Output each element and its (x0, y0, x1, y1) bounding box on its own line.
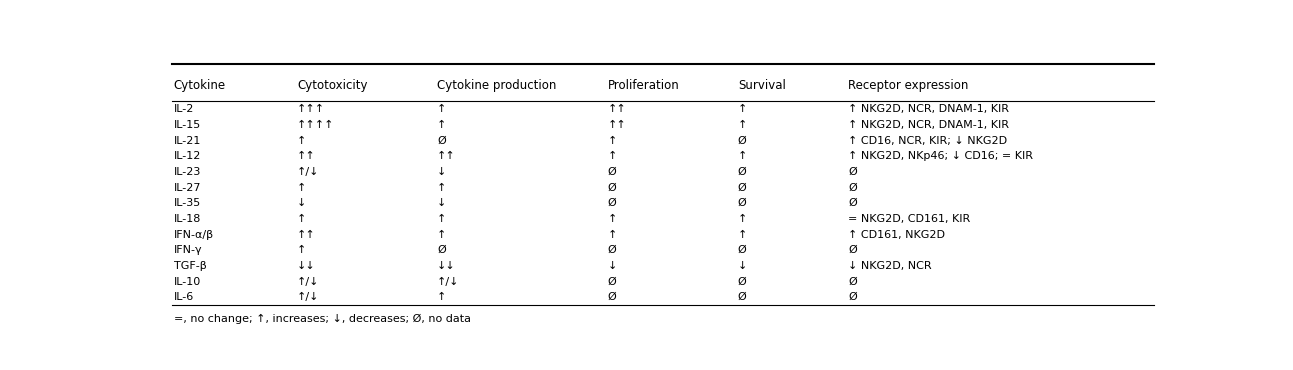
Text: Ø: Ø (437, 135, 446, 145)
Text: TGF-β: TGF-β (173, 261, 207, 271)
Text: ↑↑: ↑↑ (608, 120, 626, 130)
Text: IL-2: IL-2 (173, 104, 194, 114)
Text: ↓: ↓ (608, 261, 617, 271)
Text: Ø: Ø (848, 277, 857, 287)
Text: ↑: ↑ (608, 135, 617, 145)
Text: IL-12: IL-12 (173, 151, 200, 161)
Text: ↓↓: ↓↓ (297, 261, 315, 271)
Text: Ø: Ø (608, 182, 617, 192)
Text: Ø: Ø (437, 245, 446, 255)
Text: ↑: ↑ (738, 120, 747, 130)
Text: Ø: Ø (608, 245, 617, 255)
Text: Ø: Ø (848, 167, 857, 177)
Text: ↑ CD161, NKG2D: ↑ CD161, NKG2D (848, 229, 945, 239)
Text: Ø: Ø (848, 292, 857, 302)
Text: ↓ NKG2D, NCR: ↓ NKG2D, NCR (848, 261, 932, 271)
Text: Receptor expression: Receptor expression (848, 79, 968, 92)
Text: IL-23: IL-23 (173, 167, 200, 177)
Text: ↑: ↑ (437, 104, 446, 114)
Text: ↑: ↑ (297, 182, 306, 192)
Text: ↑: ↑ (608, 214, 617, 224)
Text: ↑: ↑ (738, 104, 747, 114)
Text: ↑/↓: ↑/↓ (297, 167, 319, 177)
Text: ↓: ↓ (437, 198, 446, 208)
Text: ↑: ↑ (437, 292, 446, 302)
Text: IL-18: IL-18 (173, 214, 200, 224)
Text: Ø: Ø (738, 245, 746, 255)
Text: Ø: Ø (738, 198, 746, 208)
Text: Ø: Ø (738, 292, 746, 302)
Text: ↑↑: ↑↑ (437, 151, 456, 161)
Text: Ø: Ø (608, 277, 617, 287)
Text: IL-6: IL-6 (173, 292, 194, 302)
Text: Ø: Ø (848, 182, 857, 192)
Text: IFN-α/β: IFN-α/β (173, 229, 213, 239)
Text: IL-15: IL-15 (173, 120, 200, 130)
Text: ↑: ↑ (437, 229, 446, 239)
Text: ↑↑↑↑: ↑↑↑↑ (297, 120, 335, 130)
Text: Ø: Ø (608, 198, 617, 208)
Text: Ø: Ø (738, 135, 746, 145)
Text: Ø: Ø (848, 245, 857, 255)
Text: Cytokine: Cytokine (173, 79, 226, 92)
Text: ↑↑: ↑↑ (297, 151, 315, 161)
Text: Ø: Ø (608, 292, 617, 302)
Text: ↑: ↑ (738, 214, 747, 224)
Text: ↑/↓: ↑/↓ (297, 277, 319, 287)
Text: Ø: Ø (848, 198, 857, 208)
Text: Cytokine production: Cytokine production (437, 79, 556, 92)
Text: Survival: Survival (738, 79, 786, 92)
Text: ↑ CD16, NCR, KIR; ↓ NKG2D: ↑ CD16, NCR, KIR; ↓ NKG2D (848, 135, 1007, 145)
Text: ↓: ↓ (738, 261, 747, 271)
Text: IL-21: IL-21 (173, 135, 200, 145)
Text: = NKG2D, CD161, KIR: = NKG2D, CD161, KIR (848, 214, 970, 224)
Text: ↓: ↓ (437, 167, 446, 177)
Text: ↑↑: ↑↑ (297, 229, 315, 239)
Text: Cytotoxicity: Cytotoxicity (297, 79, 367, 92)
Text: Proliferation: Proliferation (608, 79, 679, 92)
Text: ↑↑: ↑↑ (608, 104, 626, 114)
Text: ↑ NKG2D, NKp46; ↓ CD16; = KIR: ↑ NKG2D, NKp46; ↓ CD16; = KIR (848, 151, 1033, 161)
Text: =, no change; ↑, increases; ↓, decreases; Ø, no data: =, no change; ↑, increases; ↓, decreases… (173, 314, 471, 324)
Text: IL-10: IL-10 (173, 277, 200, 287)
Text: ↑/↓: ↑/↓ (437, 277, 460, 287)
Text: Ø: Ø (738, 277, 746, 287)
Text: Ø: Ø (738, 182, 746, 192)
Text: ↑/↓: ↑/↓ (297, 292, 319, 302)
Text: ↓↓: ↓↓ (437, 261, 456, 271)
Text: ↑: ↑ (738, 151, 747, 161)
Text: ↑: ↑ (437, 182, 446, 192)
Text: ↑: ↑ (437, 214, 446, 224)
Text: ↑↑↑: ↑↑↑ (297, 104, 325, 114)
Text: ↑ NKG2D, NCR, DNAM-1, KIR: ↑ NKG2D, NCR, DNAM-1, KIR (848, 120, 1009, 130)
Text: ↑: ↑ (297, 245, 306, 255)
Text: ↑: ↑ (608, 229, 617, 239)
Text: ↑ NKG2D, NCR, DNAM-1, KIR: ↑ NKG2D, NCR, DNAM-1, KIR (848, 104, 1009, 114)
Text: IL-27: IL-27 (173, 182, 202, 192)
Text: Ø: Ø (608, 167, 617, 177)
Text: ↓: ↓ (297, 198, 306, 208)
Text: ↑: ↑ (437, 120, 446, 130)
Text: ↑: ↑ (738, 229, 747, 239)
Text: ↑: ↑ (297, 214, 306, 224)
Text: IL-35: IL-35 (173, 198, 200, 208)
Text: IFN-γ: IFN-γ (173, 245, 202, 255)
Text: ↑: ↑ (608, 151, 617, 161)
Text: ↑: ↑ (297, 135, 306, 145)
Text: Ø: Ø (738, 167, 746, 177)
